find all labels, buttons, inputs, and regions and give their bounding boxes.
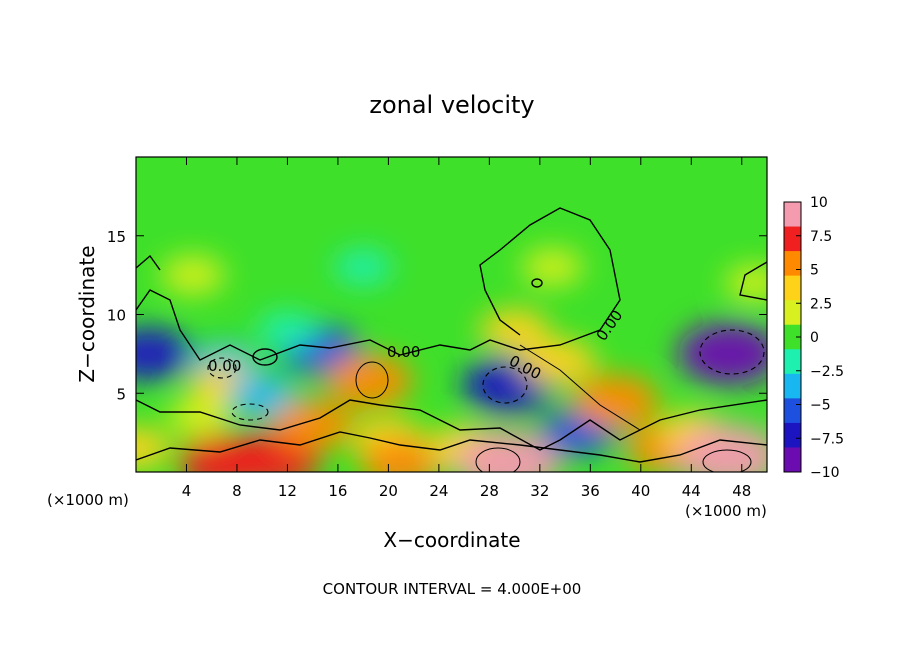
- field-blob: [725, 265, 767, 301]
- colorbar-swatch: [784, 398, 801, 424]
- x-tick-label: 48: [732, 482, 751, 500]
- contour-label: 0.00: [208, 357, 241, 375]
- contour-right: [739, 261, 767, 301]
- y-tick-label: 15: [107, 228, 126, 246]
- colorbar-swatch: [784, 300, 801, 326]
- colorbar-tick-label: −5: [810, 398, 831, 414]
- plot-area: [136, 157, 767, 472]
- colorbar-tick-label: 10: [810, 195, 828, 211]
- colorbar-swatch: [784, 202, 801, 228]
- y-tick-label: 5: [116, 385, 126, 403]
- contour-top-left: [136, 254, 161, 271]
- x-unit-right: (×1000 m): [685, 502, 767, 520]
- dashed-loop-c: [699, 329, 765, 375]
- x-tick-label: 28: [480, 482, 499, 500]
- colorbar-swatch: [784, 422, 801, 448]
- colorbar-swatch: [784, 251, 801, 277]
- field-blob: [677, 424, 767, 472]
- y-tick-label: 10: [107, 307, 126, 325]
- field-blob: [160, 255, 225, 295]
- x-axis: 4 8 12 16 20 24 28 32 36 40 44 48: [182, 157, 751, 500]
- colorbar-swatch: [784, 226, 801, 252]
- field-blob: [521, 338, 597, 385]
- colorbar-tick-label: −7.5: [810, 431, 844, 447]
- field-blob: [334, 249, 393, 286]
- contour-loop-a: [252, 348, 278, 366]
- x-tick-label: 44: [682, 482, 701, 500]
- x-tick-label: 36: [581, 482, 600, 500]
- field-blob: [677, 321, 767, 386]
- colorbar-swatch: [784, 275, 801, 301]
- contour-loop-c: [475, 447, 521, 472]
- field-blob: [521, 248, 584, 287]
- y-axis: 5 10 15: [107, 228, 767, 403]
- contour-zero-bottom: [136, 431, 767, 463]
- field-blob: [227, 374, 298, 418]
- contour-interval-note: CONTOUR INTERVAL = 4.000E+00: [323, 580, 582, 598]
- colorbar-swatch: [784, 349, 801, 375]
- field-blob: [136, 327, 193, 381]
- x-tick-label: 12: [278, 482, 297, 500]
- colorbar-tick-label: −2.5: [810, 364, 844, 380]
- dashed-loop-d: [231, 403, 269, 421]
- x-tick-label: 16: [328, 482, 347, 500]
- contour-label: 0.00: [387, 343, 420, 361]
- x-tick-label: 8: [232, 482, 242, 500]
- colorbar-tick-label: −10: [810, 465, 840, 481]
- x-unit-left: (×1000 m): [47, 491, 129, 509]
- contour-zero-main: [136, 207, 621, 361]
- contour-lines: [136, 207, 767, 463]
- contour-diag: [519, 344, 641, 431]
- x-axis-label: X−coordinate: [383, 528, 520, 552]
- field-blob: [572, 374, 659, 428]
- chart-title: zonal velocity: [369, 91, 534, 119]
- contour-loop-b: [531, 278, 543, 288]
- field-blob: [136, 426, 171, 470]
- field-blob: [256, 311, 318, 350]
- x-tick-label: 24: [429, 482, 448, 500]
- x-tick-label: 20: [379, 482, 398, 500]
- y-axis-label: Z−coordinate: [75, 245, 99, 382]
- contour-zero-lower: [136, 399, 767, 451]
- colorbar-swatch: [784, 373, 801, 399]
- colorbar-swatch: [784, 324, 801, 350]
- colorbar-tick-label: 5: [810, 263, 819, 279]
- contour-loop-e: [355, 361, 389, 399]
- colorbar-tick-label: 7.5: [810, 229, 832, 245]
- colorbar-swatch: [784, 447, 801, 473]
- colorbar-tick-label: 0: [810, 330, 819, 346]
- field-blob: [326, 353, 413, 408]
- contour-loop-d: [702, 449, 752, 472]
- contour-dashed: [207, 329, 765, 421]
- contour-thin: [355, 344, 752, 472]
- field-blob: [272, 399, 354, 450]
- field-blob: [167, 397, 232, 437]
- colorbar: 10 7.5 5 2.5 0 −2.5 −5 −7.5 −10: [783, 195, 844, 481]
- colorbar-tick-label: 2.5: [810, 296, 832, 312]
- dashed-loop-a: [207, 357, 237, 379]
- dashed-loop-b: [482, 366, 528, 404]
- x-tick-label: 32: [530, 482, 549, 500]
- x-tick-label: 4: [182, 482, 192, 500]
- x-tick-label: 40: [631, 482, 650, 500]
